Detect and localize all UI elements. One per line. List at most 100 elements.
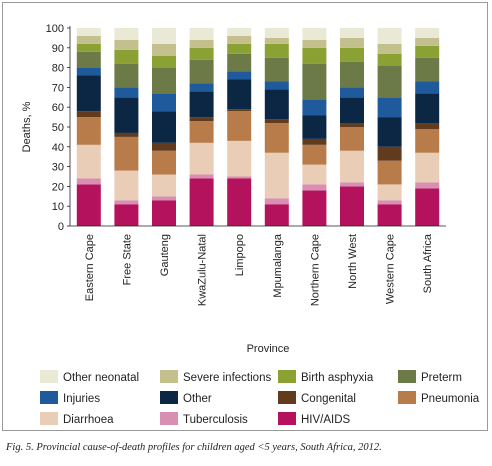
y-tick-label-10: 10 [52, 201, 64, 213]
bar-limpopo-hiv-aids [227, 178, 252, 226]
legend-label-other-neonatal: Other neonatal [63, 372, 139, 384]
bar-western-cape-injuries [377, 97, 402, 118]
bar-north-west-hiv-aids [340, 186, 364, 226]
bar-northern-cape-pneumonia [302, 144, 327, 165]
x-tick-label-south-africa: South Africa [422, 233, 434, 293]
x-tick-label-eastern-cape: Eastern Cape [84, 234, 96, 301]
y-tick-label-50: 50 [52, 122, 64, 134]
bar-free-state-injuries [114, 87, 139, 98]
bar-south-africa-diarrhoea [415, 152, 440, 183]
bar-limpopo-injuries [227, 71, 252, 80]
bar-mpumalanga-preterm [264, 57, 289, 82]
bar-mpumalanga-severe-infections [264, 37, 289, 44]
bar-mpumalanga-injuries [264, 81, 289, 90]
x-tick-label-western-cape: Western Cape [385, 234, 397, 304]
legend-label-congenital: Congenital [301, 393, 356, 405]
legend-swatch-birth-asphyxia [278, 370, 296, 383]
bar-northern-cape-injuries [302, 99, 327, 116]
bar-gauteng-injuries [152, 93, 176, 112]
legend-swatch-injuries [40, 391, 58, 404]
bar-free-state-diarrhoea [114, 170, 139, 201]
bar-eastern-cape-birth-asphyxia [76, 43, 101, 52]
bar-north-west-preterm [340, 61, 364, 88]
legend-swatch-other-neonatal [40, 370, 58, 383]
bar-kwazulu-natal-tuberculosis [189, 174, 214, 179]
legend-label-other: Other [183, 393, 212, 405]
y-tick-label-90: 90 [52, 43, 64, 55]
bar-western-cape-congenital [377, 146, 402, 161]
bar-northern-cape-severe-infections [302, 39, 327, 48]
bar-mpumalanga-other-neonatal [264, 28, 289, 38]
x-tick-label-kwazulu-natal: KwaZulu-Natal [197, 234, 209, 306]
bar-gauteng-other [152, 111, 176, 143]
bar-free-state-pneumonia [114, 136, 139, 171]
bar-north-west-tuberculosis [340, 182, 364, 187]
bar-eastern-cape-tuberculosis [76, 178, 101, 185]
x-tick-label-free-state: Free State [121, 234, 133, 285]
bar-south-africa-tuberculosis [415, 182, 440, 189]
y-axis-title: Deaths, % [21, 101, 33, 152]
bar-free-state-congenital [114, 132, 139, 137]
y-tick-label-60: 60 [52, 102, 64, 114]
bar-mpumalanga-other [264, 89, 289, 120]
y-tick-label-30: 30 [52, 162, 64, 174]
bar-gauteng-preterm [152, 67, 176, 94]
bar-free-state-hiv-aids [114, 204, 139, 226]
bar-free-state-tuberculosis [114, 200, 139, 205]
bar-western-cape-birth-asphyxia [377, 53, 402, 66]
bar-northern-cape-hiv-aids [302, 190, 327, 226]
bar-mpumalanga-hiv-aids [264, 204, 289, 226]
bar-free-state-preterm [114, 63, 139, 88]
bar-northern-cape-diarrhoea [302, 164, 327, 185]
bar-gauteng-diarrhoea [152, 174, 176, 197]
bar-western-cape-hiv-aids [377, 204, 402, 226]
legend-label-injuries: Injuries [63, 393, 100, 405]
bar-gauteng-birth-asphyxia [152, 55, 176, 68]
bar-northern-cape-congenital [302, 138, 327, 145]
bar-gauteng-severe-infections [152, 43, 176, 56]
bar-eastern-cape-preterm [76, 51, 101, 68]
y-tick-label-0: 0 [58, 221, 64, 233]
bar-limpopo-other-neonatal [227, 28, 252, 36]
legend-label-birth-asphyxia: Birth asphyxia [301, 372, 374, 384]
bar-kwazulu-natal-congenital [189, 117, 214, 122]
bar-south-africa-birth-asphyxia [415, 45, 440, 58]
bar-eastern-cape-pneumonia [76, 117, 101, 145]
bar-northern-cape-birth-asphyxia [302, 47, 327, 64]
x-axis-title: Province [247, 343, 290, 355]
bar-free-state-severe-infections [114, 39, 139, 50]
bar-northern-cape-other-neonatal [302, 28, 327, 40]
legend-swatch-preterm [398, 370, 416, 383]
bar-western-cape-diarrhoea [377, 184, 402, 201]
bar-kwazulu-natal-preterm [189, 59, 214, 84]
bar-western-cape-preterm [377, 65, 402, 98]
legend-label-severe-infections: Severe infections [183, 372, 271, 384]
legend-swatch-tuberculosis [160, 412, 178, 425]
legend-label-diarrhoea: Diarrhoea [63, 414, 114, 426]
bar-northern-cape-other [302, 115, 327, 139]
bar-gauteng-congenital [152, 142, 176, 151]
figure-caption: Fig. 5. Provincial cause-of-death profil… [6, 442, 382, 453]
bar-kwazulu-natal-diarrhoea [189, 142, 214, 175]
bar-south-africa-severe-infections [415, 37, 440, 46]
y-tick-label-20: 20 [52, 181, 64, 193]
bar-northern-cape-preterm [302, 63, 327, 100]
bar-north-west-severe-infections [340, 37, 364, 48]
x-tick-label-north-west: North West [347, 234, 359, 289]
bar-north-west-diarrhoea [340, 150, 364, 183]
bar-western-cape-pneumonia [377, 160, 402, 185]
y-tick-label-70: 70 [52, 82, 64, 94]
y-tick-label-40: 40 [52, 142, 64, 154]
bar-northern-cape-tuberculosis [302, 184, 327, 191]
bar-kwazulu-natal-pneumonia [189, 121, 214, 143]
bar-kwazulu-natal-severe-infections [189, 39, 214, 48]
bar-limpopo-birth-asphyxia [227, 43, 252, 54]
legend-swatch-severe-infections [160, 370, 178, 383]
bar-gauteng-tuberculosis [152, 196, 176, 201]
legend-label-pneumonia: Pneumonia [421, 393, 480, 405]
bar-kwazulu-natal-injuries [189, 83, 214, 92]
bar-eastern-cape-other-neonatal [76, 28, 101, 36]
legend-swatch-congenital [278, 391, 296, 404]
bar-south-africa-preterm [415, 57, 440, 82]
bar-limpopo-severe-infections [227, 35, 252, 44]
